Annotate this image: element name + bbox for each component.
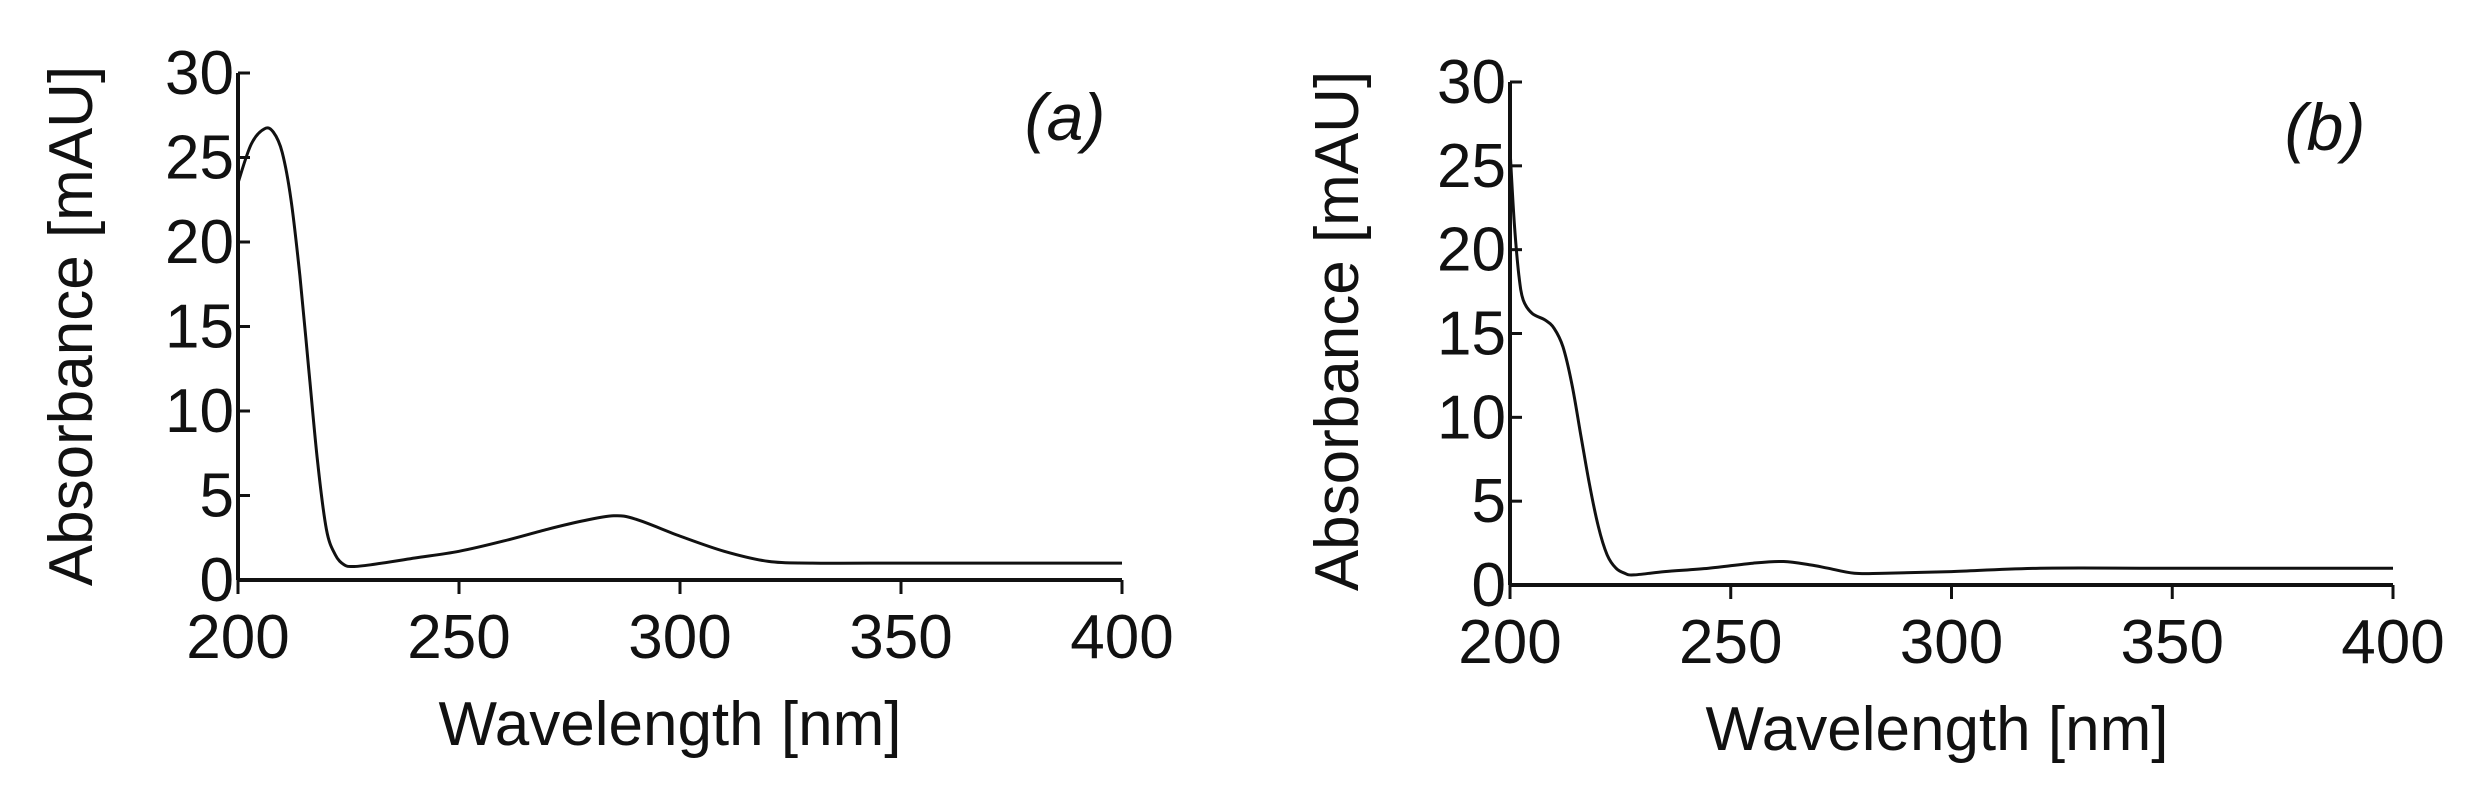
y-axis-title-a: Absorbance [mAU] bbox=[37, 66, 106, 586]
panel-label-b: (b) bbox=[2285, 90, 2366, 164]
x-tick-label-a-250: 250 bbox=[407, 603, 510, 672]
y-tick-label-a-5: 5 bbox=[200, 462, 234, 531]
y-tick-label-a-10: 10 bbox=[165, 377, 234, 446]
x-tick-label-b-350: 350 bbox=[2121, 608, 2224, 677]
y-tick-label-b-15: 15 bbox=[1437, 300, 1506, 369]
x-tick-label-b-200: 200 bbox=[1458, 608, 1561, 677]
panel-b: (b) Wavelength [nm] Absorbance [mAU] 0 5 1… bbox=[1303, 48, 2445, 764]
y-tick-label-a-0: 0 bbox=[200, 546, 234, 615]
y-tick-label-a-25: 25 bbox=[165, 124, 234, 193]
x-tick-label-a-300: 300 bbox=[628, 603, 731, 672]
y-tick-label-b-0: 0 bbox=[1472, 551, 1506, 620]
panel-a: (a) Wavelength [nm] Absorbance [mAU] 0 5 1… bbox=[37, 39, 1174, 759]
x-axis-title-b: Wavelength [nm] bbox=[1706, 695, 2169, 764]
x-tick-label-b-400: 400 bbox=[2341, 608, 2444, 677]
y-tick-label-a-30: 30 bbox=[165, 39, 234, 108]
y-axis-title-b: Absorbance [mAU] bbox=[1303, 71, 1372, 591]
x-tick-label-b-300: 300 bbox=[1900, 608, 2003, 677]
x-tick-label-a-200: 200 bbox=[186, 603, 289, 672]
x-tick-label-a-350: 350 bbox=[849, 603, 952, 672]
panel-label-a: (a) bbox=[1025, 80, 1106, 154]
x-axis-title-a: Wavelength [nm] bbox=[439, 690, 902, 759]
y-tick-label-b-30: 30 bbox=[1437, 48, 1506, 117]
y-tick-label-b-25: 25 bbox=[1437, 132, 1506, 201]
x-tick-label-a-400: 400 bbox=[1070, 603, 1173, 672]
spectrum-line-b bbox=[1508, 149, 2393, 577]
y-tick-label-b-20: 20 bbox=[1437, 216, 1506, 285]
x-tick-label-b-250: 250 bbox=[1679, 608, 1782, 677]
y-tick-label-a-20: 20 bbox=[165, 208, 234, 277]
y-tick-label-b-5: 5 bbox=[1472, 467, 1506, 536]
y-tick-label-a-15: 15 bbox=[165, 293, 234, 362]
spectrum-line-a bbox=[236, 126, 1122, 569]
y-tick-label-b-10: 10 bbox=[1437, 383, 1506, 452]
